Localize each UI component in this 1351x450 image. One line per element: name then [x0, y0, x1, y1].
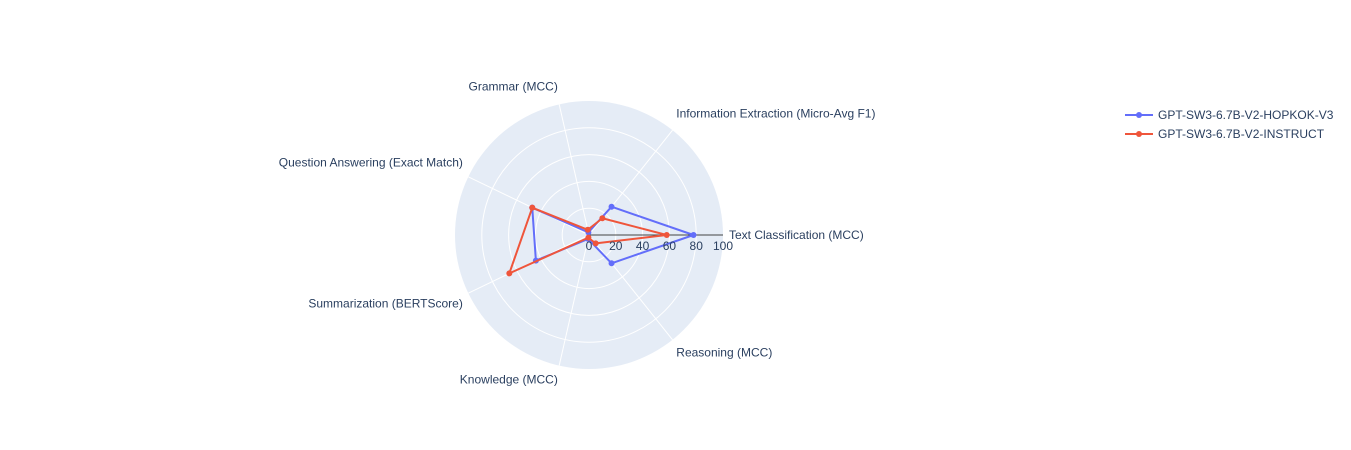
radial-tick-label: 100	[713, 239, 733, 253]
axis-label: Information Extraction (Micro-Avg F1)	[676, 107, 875, 121]
radial-axis: 0 20 40 60 80 100	[586, 239, 734, 253]
data-point[interactable]	[608, 203, 615, 210]
grid-spoke	[558, 234, 590, 366]
data-point[interactable]	[599, 215, 606, 222]
angular-axis-labels: Text Classification (MCC) Information Ext…	[279, 80, 876, 387]
legend-item[interactable]: GPT-SW3-6.7B-V2-HOPKOK-V3	[1125, 108, 1334, 122]
axis-label: Grammar (MCC)	[469, 80, 558, 94]
series-2	[506, 204, 670, 277]
radial-tick-label: 80	[690, 239, 704, 253]
axis-label: Question Answering (Exact Match)	[279, 155, 463, 169]
axis-label: Reasoning (MCC)	[676, 345, 772, 359]
radial-tick-label: 40	[636, 239, 650, 253]
data-point[interactable]	[663, 232, 670, 238]
grid-spoke	[558, 104, 590, 236]
data-point[interactable]	[585, 234, 592, 241]
axis-label: Text Classification (MCC)	[729, 228, 864, 242]
axis-label: Summarization (BERTScore)	[308, 297, 463, 311]
data-point[interactable]	[690, 232, 697, 238]
radial-tick-label: 0	[586, 239, 593, 253]
grid-spoke	[588, 234, 673, 341]
legend-label: GPT-SW3-6.7B-V2-INSTRUCT	[1158, 127, 1325, 141]
series-line	[531, 205, 695, 265]
data-series	[506, 203, 697, 277]
legend-marker	[1136, 112, 1142, 118]
data-point[interactable]	[529, 204, 536, 211]
grid-spoke	[468, 176, 590, 236]
legend-item[interactable]: GPT-SW3-6.7B-V2-INSTRUCT	[1125, 127, 1325, 141]
polar-grid	[468, 104, 723, 366]
legend-marker	[1136, 131, 1142, 137]
axis-label: Knowledge (MCC)	[460, 372, 558, 386]
radial-tick-label: 20	[609, 239, 623, 253]
data-point[interactable]	[608, 260, 615, 267]
legend[interactable]: GPT-SW3-6.7B-V2-HOPKOK-V3 GPT-SW3-6.7B-V2…	[1125, 108, 1334, 141]
data-point[interactable]	[584, 226, 591, 233]
data-point[interactable]	[506, 270, 513, 277]
legend-label: GPT-SW3-6.7B-V2-HOPKOK-V3	[1158, 108, 1334, 122]
radial-tick-label: 60	[663, 239, 677, 253]
data-point[interactable]	[592, 240, 599, 247]
